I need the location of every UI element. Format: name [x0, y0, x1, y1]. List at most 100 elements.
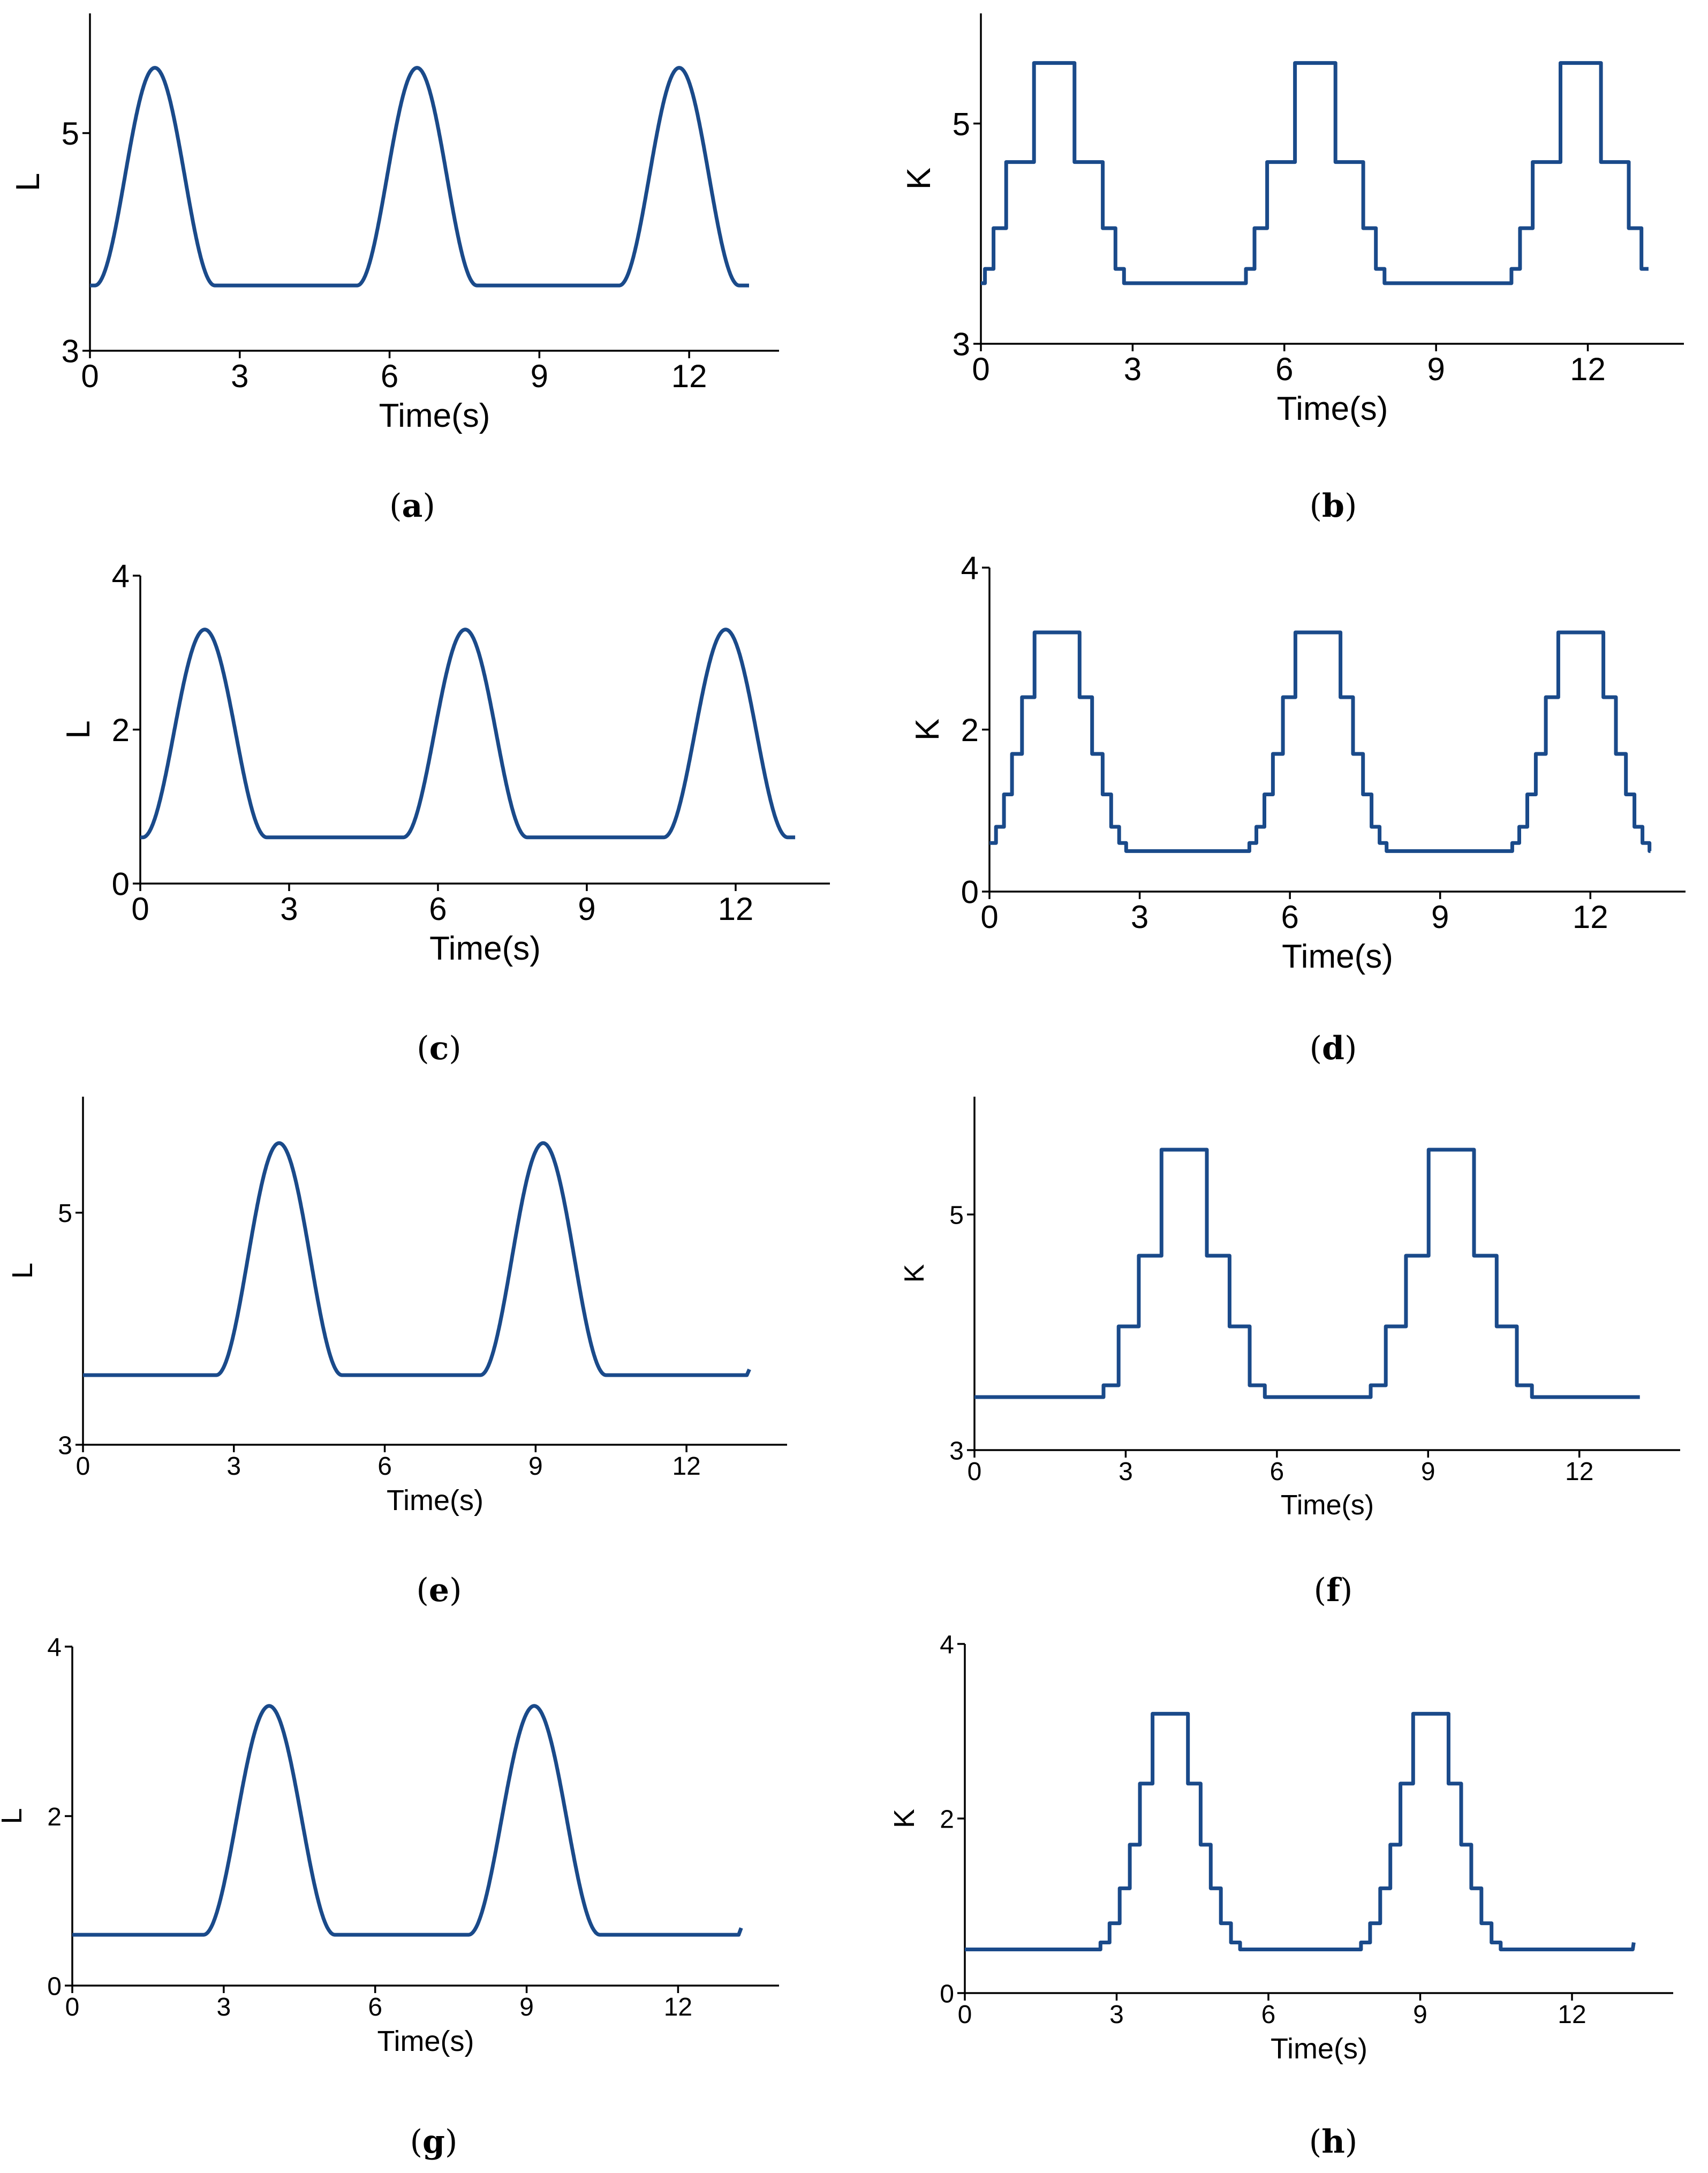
y-tick-label: 4 [47, 1633, 62, 1662]
x-tick-label: 12 [1558, 2001, 1586, 2029]
y-tick-label: 5 [953, 106, 970, 142]
x-tick-label: 12 [1565, 1458, 1593, 1486]
series-line-L [81, 1141, 751, 1377]
x-tick-label: 6 [1275, 351, 1293, 387]
y-tick-label: 2 [112, 712, 130, 748]
x-tick-label: 12 [664, 1993, 692, 2021]
x-axis-title: Time(s) [377, 2025, 474, 2057]
y-axis-title: K [901, 168, 938, 190]
series-line-K [979, 61, 1650, 285]
panel-caption: (a) [389, 487, 435, 525]
y-tick-label: 5 [62, 116, 79, 152]
chart-panel-d: 0 3 6 9 12 0 2 4 Time(s) K (d) [909, 550, 1686, 1067]
x-tick-label: 9 [1421, 1458, 1435, 1486]
x-tick-label: 12 [718, 891, 754, 927]
x-tick-label: 9 [519, 1993, 534, 2021]
x-tick-label: 0 [968, 1458, 982, 1486]
panel-caption: (b) [1310, 487, 1357, 525]
x-tick-label: 3 [217, 1993, 231, 2021]
panel-caption: (f) [1314, 1572, 1353, 1609]
y-axis-title: L [10, 173, 47, 191]
y-tick-label: 2 [47, 1803, 62, 1831]
x-tick-label: 9 [1413, 2001, 1427, 2029]
x-tick-label: 0 [980, 899, 998, 935]
y-tick-label: 0 [961, 874, 979, 910]
y-tick-label: 2 [961, 712, 979, 748]
x-tick-label: 0 [81, 358, 99, 394]
x-tick-label: 6 [429, 891, 447, 927]
x-tick-label: 0 [65, 1993, 80, 2021]
chart-panel-g: 0 3 6 9 12 0 2 4 Time(s) L (g) [0, 1633, 779, 2161]
y-tick-label: 3 [58, 1431, 72, 1460]
x-tick-label: 3 [226, 1452, 241, 1481]
x-tick-label: 9 [1431, 899, 1449, 935]
series-line-L [71, 1704, 743, 1937]
series-line-K [973, 1148, 1642, 1399]
series-line-K [988, 630, 1652, 853]
chart-panel-c: 0 3 6 9 12 0 2 4 Time(s) L (c) [60, 559, 830, 1067]
y-axis-title: K [888, 1809, 920, 1828]
x-tick-label: 0 [76, 1452, 90, 1481]
y-axis-title: L [6, 1263, 39, 1279]
x-tick-label: 9 [578, 891, 595, 927]
x-tick-label: 3 [1118, 1458, 1133, 1486]
x-tick-label: 0 [972, 351, 989, 387]
panel-caption: (h) [1309, 2123, 1357, 2161]
x-tick-label: 9 [1427, 351, 1445, 387]
y-tick-label: 5 [58, 1199, 72, 1228]
y-tick-label: 4 [112, 559, 130, 594]
y-tick-label: 0 [47, 1972, 62, 2001]
panel-caption: (d) [1310, 1030, 1357, 1067]
series-line-L [88, 66, 751, 288]
x-tick-label: 6 [1281, 899, 1298, 935]
y-tick-label: 3 [949, 1437, 964, 1465]
x-tick-label: 3 [280, 891, 298, 927]
x-tick-label: 12 [672, 1452, 700, 1481]
x-axis-title: Time(s) [379, 397, 490, 434]
y-axis-title: L [0, 1808, 28, 1824]
x-tick-label: 3 [231, 358, 248, 394]
x-axis-title: Time(s) [1282, 938, 1393, 975]
x-tick-label: 9 [528, 1452, 543, 1481]
y-tick-label: 4 [940, 1631, 954, 1659]
x-axis-title: Time(s) [1277, 390, 1388, 427]
x-tick-label: 6 [381, 358, 398, 394]
y-axis-title: L [60, 720, 97, 738]
x-axis-title: Time(s) [387, 1484, 483, 1516]
panel-caption: (e) [416, 1572, 462, 1609]
x-tick-label: 12 [1570, 351, 1606, 387]
x-tick-label: 0 [131, 891, 149, 927]
x-axis-title: Time(s) [429, 930, 541, 967]
x-tick-label: 6 [377, 1452, 392, 1481]
x-tick-label: 3 [1131, 899, 1148, 935]
x-tick-label: 3 [1124, 351, 1142, 387]
x-axis-title: Time(s) [1271, 2033, 1367, 2065]
x-tick-label: 3 [1109, 2001, 1124, 2029]
x-tick-label: 0 [958, 2001, 972, 2029]
y-axis-title: K [899, 1264, 930, 1282]
y-tick-label: 3 [953, 327, 970, 363]
x-tick-label: 9 [531, 358, 548, 394]
y-tick-label: 0 [112, 866, 130, 902]
y-tick-label: 2 [940, 1805, 954, 1834]
x-tick-label: 6 [368, 1993, 382, 2021]
chart-panel-h: 0 3 6 9 12 0 2 4 Time(s) K (h) [888, 1631, 1673, 2161]
y-tick-label: 0 [940, 1980, 954, 2008]
series-line-K [963, 1711, 1636, 1951]
series-line-L [139, 628, 797, 840]
x-tick-label: 12 [1573, 899, 1608, 935]
x-tick-label: 12 [671, 358, 707, 394]
panel-caption: (c) [417, 1030, 461, 1067]
y-tick-label: 3 [62, 334, 79, 369]
y-tick-label: 5 [949, 1201, 964, 1229]
x-tick-label: 6 [1261, 2001, 1276, 2029]
y-axis-title: K [909, 719, 946, 741]
panel-caption: (g) [410, 2123, 458, 2161]
x-tick-label: 6 [1270, 1458, 1284, 1486]
x-axis-title: Time(s) [1281, 1490, 1374, 1521]
